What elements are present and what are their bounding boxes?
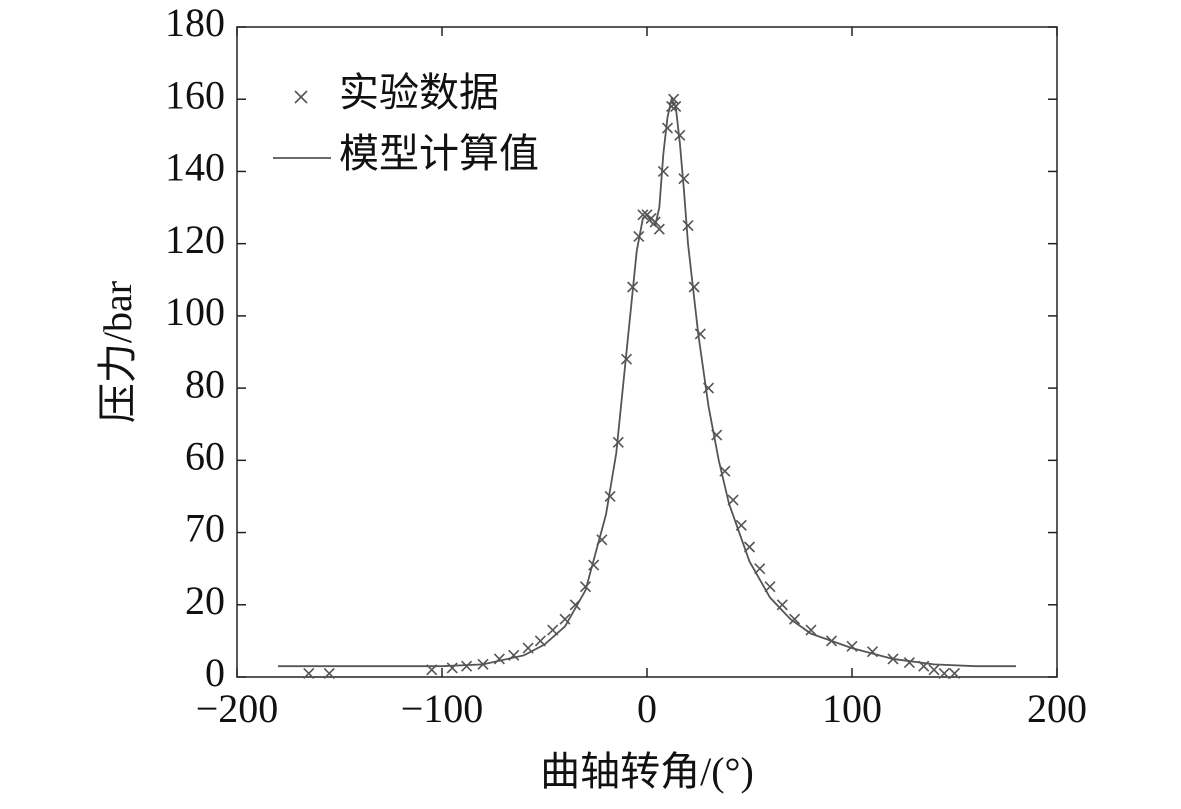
y-tick-label: 70 bbox=[185, 506, 225, 551]
data-point bbox=[682, 220, 694, 232]
data-point bbox=[805, 624, 817, 636]
x-tick-label: 200 bbox=[1027, 686, 1087, 731]
y-tick-label: 140 bbox=[165, 145, 225, 190]
y-tick-label: 80 bbox=[185, 361, 225, 406]
data-point bbox=[688, 281, 700, 293]
data-point bbox=[903, 656, 915, 669]
data-point bbox=[446, 662, 458, 674]
data-point bbox=[928, 664, 940, 676]
data-point bbox=[789, 613, 801, 625]
y-tick-label: 20 bbox=[185, 578, 225, 623]
data-point bbox=[661, 122, 674, 134]
data-point bbox=[694, 328, 706, 340]
y-tick-label: 100 bbox=[165, 289, 225, 334]
data-point bbox=[493, 653, 505, 665]
data-point bbox=[666, 100, 678, 113]
legend-marker bbox=[294, 90, 308, 104]
plot-frame bbox=[236, 26, 1058, 678]
y-tick-label: 160 bbox=[165, 72, 225, 117]
data-point bbox=[461, 660, 473, 672]
y-axis-label: 压力/bar bbox=[95, 281, 140, 423]
data-point bbox=[612, 436, 624, 448]
x-tick-label: 100 bbox=[822, 686, 882, 731]
y-tick-label: 180 bbox=[165, 0, 225, 45]
legend-label: 实验数据 bbox=[339, 70, 499, 115]
data-point bbox=[637, 209, 649, 221]
y-tick-label: 0 bbox=[205, 650, 225, 695]
model-line bbox=[278, 96, 1016, 668]
y-tick-label: 120 bbox=[165, 217, 225, 262]
y-tick-label: 60 bbox=[185, 434, 225, 479]
data-point bbox=[323, 667, 335, 679]
data-point bbox=[776, 599, 788, 611]
x-tick-label: 0 bbox=[637, 686, 657, 731]
data-point bbox=[303, 667, 315, 679]
x-tick-label: −200 bbox=[196, 686, 279, 731]
x-axis-label: 曲轴转角/(°) bbox=[540, 749, 754, 794]
data-point bbox=[678, 173, 690, 185]
data-point bbox=[657, 165, 669, 178]
data-point bbox=[588, 559, 600, 571]
data-point bbox=[559, 613, 571, 625]
data-point bbox=[604, 490, 616, 503]
data-point bbox=[579, 581, 592, 593]
x-tick-label: −100 bbox=[401, 686, 484, 731]
legend-label: 模型计算值 bbox=[339, 131, 539, 176]
data-point bbox=[938, 667, 950, 679]
data-point bbox=[948, 667, 961, 679]
